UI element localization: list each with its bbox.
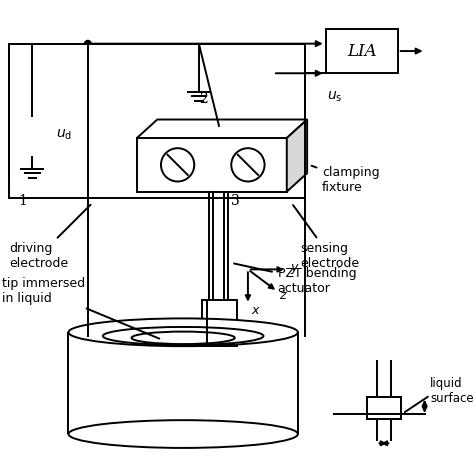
Text: liquid
surface: liquid surface: [430, 376, 474, 405]
Text: x: x: [252, 303, 259, 317]
Text: LIA: LIA: [347, 43, 376, 60]
Bar: [137, 138, 287, 191]
Bar: [367, 397, 401, 419]
Text: z: z: [279, 289, 286, 302]
Polygon shape: [287, 119, 307, 191]
Circle shape: [13, 117, 52, 155]
Ellipse shape: [132, 332, 235, 344]
Text: 2: 2: [199, 91, 208, 106]
Text: driving
electrode: driving electrode: [9, 205, 91, 271]
Bar: [326, 29, 398, 73]
Text: 1: 1: [18, 193, 27, 208]
Text: y: y: [291, 261, 298, 274]
Circle shape: [85, 40, 91, 47]
Ellipse shape: [68, 319, 298, 346]
Circle shape: [161, 148, 194, 182]
Text: $u_\mathrm{s}$: $u_\mathrm{s}$: [328, 90, 343, 104]
Text: 3: 3: [231, 193, 240, 208]
Ellipse shape: [68, 420, 298, 448]
Circle shape: [231, 148, 264, 182]
Bar: [9, 44, 305, 198]
Text: PZT bending
actuator: PZT bending actuator: [234, 264, 356, 295]
Ellipse shape: [103, 327, 264, 345]
Polygon shape: [137, 119, 307, 138]
Text: $u_\mathrm{d}$: $u_\mathrm{d}$: [56, 127, 73, 142]
Text: clamping
fixture: clamping fixture: [311, 165, 380, 194]
Bar: [201, 300, 237, 346]
Text: sensing
electrode: sensing electrode: [293, 205, 360, 271]
Text: tip immersed
in liquid: tip immersed in liquid: [2, 277, 159, 338]
